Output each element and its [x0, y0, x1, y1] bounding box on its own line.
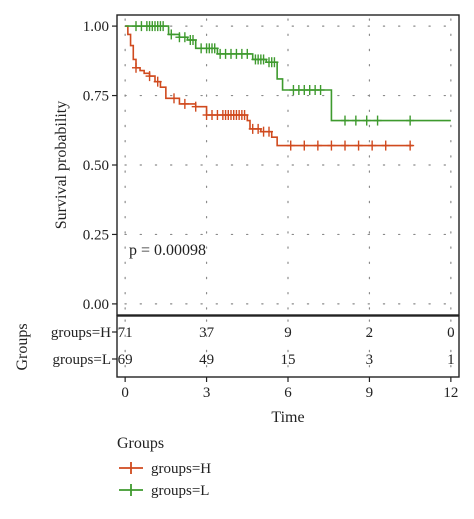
km-grid: [124, 18, 458, 314]
km-censor-mark: [180, 32, 189, 43]
km-censor-mark: [265, 126, 273, 137]
risk-count: 71: [118, 325, 133, 341]
legend-items: groups=H groups=L: [119, 461, 211, 499]
risk-count: 69: [118, 352, 133, 368]
km-y-tick-label: 0.50: [83, 158, 109, 174]
km-series-group: [125, 21, 451, 151]
km-censor-mark: [254, 123, 263, 134]
km-censor-mark: [327, 140, 336, 151]
risk-count: 3: [366, 352, 374, 368]
km-y-tick-label: 0.25: [83, 227, 109, 243]
legend: Groups groups=H groups=L: [117, 435, 211, 499]
km-censor-mark: [180, 98, 189, 109]
km-y-axis: 0.00 0.25 0.50 0.75 1.00: [83, 19, 117, 313]
risk-count: 49: [199, 352, 214, 368]
risk-count: 2: [366, 325, 374, 341]
km-y-tick-label: 0.00: [83, 297, 109, 313]
km-censor-mark: [373, 115, 382, 126]
x-tick-label: 3: [203, 385, 211, 401]
risk-count: 37: [199, 325, 215, 341]
km-censor-mark: [316, 85, 325, 95]
km-censor-mark: [286, 140, 295, 151]
km-censor-mark: [153, 76, 162, 87]
risk-count: 0: [447, 325, 455, 341]
km-censor-mark: [159, 21, 168, 32]
p-value-annotation: p = 0.00098: [129, 242, 206, 259]
km-censor-mark: [351, 115, 360, 126]
risk-row-label: groups=H: [51, 325, 111, 341]
km-censor-mark: [210, 43, 219, 54]
km-censor-mark: [240, 110, 249, 120]
risk-row-label: groups=L: [53, 352, 111, 368]
km-censor-mark: [191, 101, 200, 112]
km-censor-mark: [145, 71, 154, 82]
km-censor-mark: [406, 115, 415, 126]
km-censor-mark: [270, 57, 279, 68]
km-censor-mark: [368, 140, 377, 151]
legend-item-groups-h: groups=H: [119, 461, 211, 477]
x-tick-label: 0: [121, 385, 129, 401]
km-y-tick-label: 1.00: [83, 19, 109, 35]
km-censor-mark: [381, 140, 390, 151]
x-tick-label: 6: [284, 385, 292, 401]
km-censor-mark: [259, 54, 268, 65]
km-censor-mark: [167, 29, 176, 40]
legend-title: Groups: [117, 435, 164, 452]
risk-count: 1: [447, 352, 455, 368]
km-censor-mark: [362, 115, 371, 126]
risk-count: 15: [281, 352, 296, 368]
km-plot: 0.00 0.25 0.50 0.75 1.00 p = 0.00098 Surviva…: [53, 14, 460, 316]
x-tick-label: 12: [443, 385, 458, 401]
risk-y-axis-title: Groups: [14, 323, 31, 370]
legend-label: groups=L: [151, 483, 209, 499]
km-censor-mark: [189, 35, 197, 45]
km-censor-mark: [406, 140, 415, 151]
km-censor-mark: [354, 140, 363, 151]
legend-label: groups=H: [151, 461, 211, 477]
km-y-axis-title: Survival probability: [53, 101, 70, 229]
legend-item-groups-l: groups=L: [119, 483, 209, 499]
km-censor-mark: [341, 140, 349, 151]
risk-table-rows: groups=H 71 37 9 2 0 groups=L 69 49 15 3 1: [51, 325, 455, 368]
km-censor-mark: [300, 140, 309, 151]
km-censor-mark: [132, 62, 140, 73]
km-censor-mark: [170, 93, 178, 104]
km-plot-border: [116, 14, 460, 316]
km-censor-mark: [313, 140, 322, 151]
x-axis-title: Time: [271, 409, 304, 426]
km-y-tick-label: 0.75: [83, 89, 109, 105]
risk-count: 9: [284, 325, 292, 341]
km-censor-mark: [341, 115, 349, 126]
risk-x-axis: 0 3 6 9 12: [121, 377, 458, 401]
risk-table-grid: [124, 319, 452, 376]
x-tick-label: 9: [366, 385, 374, 401]
km-censor-mark: [243, 48, 252, 59]
